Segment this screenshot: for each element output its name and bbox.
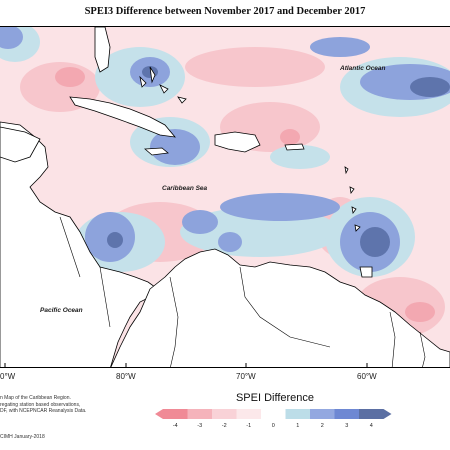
cuba-land: [69, 96, 176, 138]
atlantic-ocean-label: Atlantic Ocean: [340, 65, 386, 72]
south-america-land: [110, 248, 450, 367]
legend-tick-label: 4: [369, 423, 373, 429]
legend-tick-label: -2: [221, 423, 227, 429]
legend-swatch: [187, 409, 212, 419]
map-title: SPEI3 Difference between November 2017 a…: [84, 6, 366, 17]
longitude-label-70w: 70°W: [236, 372, 256, 381]
legend-swatch: [310, 409, 335, 419]
lesser-antilles-land: [344, 166, 361, 232]
jamaica-land: [143, 147, 169, 156]
legend-tick-label: -1: [246, 423, 252, 429]
legend-tick-label: 1: [296, 423, 300, 429]
yucatan-land: [0, 126, 41, 163]
legend-colorbar: [155, 409, 392, 419]
legend-title: SPEI Difference: [235, 392, 315, 404]
footer-line: regating station based observations,: [0, 401, 81, 408]
strong-wetting-areas: [107, 66, 450, 257]
legend-swatch: [261, 409, 286, 419]
land-masses: [0, 27, 450, 367]
spei-map-canvas: [0, 27, 450, 367]
legend-arrow-min: [155, 409, 163, 419]
legend-tick-label: 2: [320, 423, 324, 429]
legend-tick-label: 3: [345, 423, 349, 429]
footer-credit: CIMH January-2018: [0, 434, 45, 440]
longitude-ticks: [4, 363, 368, 367]
longitude-label-60w: 60°W: [357, 372, 377, 381]
hispaniola-land: [214, 131, 261, 153]
longitude-label-80w: 80°W: [116, 372, 136, 381]
florida-land: [94, 27, 111, 73]
legend-tick-label: 0: [271, 423, 275, 429]
legend-swatch: [334, 409, 359, 419]
strong-drying-areas: [55, 67, 435, 322]
legend-swatch: [212, 409, 237, 419]
footer-line: DF, with NCEPNCAR Reanalysis Data.: [0, 408, 87, 414]
legend-swatch: [163, 409, 188, 419]
country-borders: [59, 216, 426, 367]
longitude-label-90w: 0°W: [0, 372, 16, 381]
trinidad-land: [359, 266, 373, 278]
footer-description: n Map of the Caribbean Region. regating …: [0, 395, 86, 415]
legend-swatch: [359, 409, 384, 419]
legend-swatch: [236, 409, 261, 419]
pacific-ocean-label: Pacific Ocean: [40, 307, 83, 314]
legend-tick-label: -3: [197, 423, 203, 429]
caribbean-sea-label: Caribbean Sea: [162, 185, 208, 192]
legend-arrow-max: [383, 409, 392, 419]
spei-map: Atlantic Ocean Caribbean Sea Pacific Oce…: [0, 26, 450, 368]
legend-tick-label: -4: [172, 423, 178, 429]
footer-line: n Map of the Caribbean Region.: [0, 395, 71, 401]
bahamas-land: [139, 66, 187, 104]
legend-swatch: [285, 409, 310, 419]
puerto-rico-land: [284, 143, 305, 151]
